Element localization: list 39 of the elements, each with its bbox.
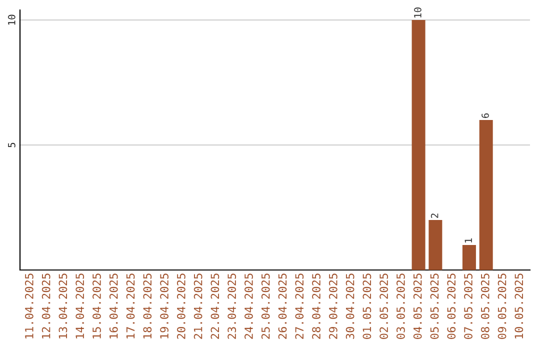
x-tick-label: 29.04.2025 xyxy=(328,274,338,339)
x-tick-label: 12.04.2025 xyxy=(42,274,50,338)
x-tick-label: 25.04.2025 xyxy=(261,274,270,339)
x-tick-label: 09.05.2025 xyxy=(498,274,506,339)
x-tick-label: 11.04.2025 xyxy=(24,274,34,338)
x-tick-label: 27.04.2025 xyxy=(295,274,304,339)
bar xyxy=(412,20,426,270)
x-tick-label: 16.04.2025 xyxy=(109,274,118,338)
x-tick-label: 18.04.2025 xyxy=(143,274,152,338)
x-tick-label: 30.04.2025 xyxy=(346,274,354,339)
bar xyxy=(428,220,442,270)
x-tick-label: 26.04.2025 xyxy=(278,274,287,339)
x-tick-label: 05.05.2025 xyxy=(430,274,439,339)
x-tick-label: 04.05.2025 xyxy=(413,274,422,339)
bar xyxy=(479,120,493,270)
x-tick-label: 24.04.2025 xyxy=(244,274,253,339)
data-label: 6 xyxy=(482,113,489,118)
y-tick-label: 5 xyxy=(8,142,16,148)
x-tick-label: 13.04.2025 xyxy=(58,274,68,338)
x-tick-label: 01.05.2025 xyxy=(362,274,372,339)
x-tick-label: 14.04.2025 xyxy=(76,274,84,338)
data-label: 2 xyxy=(430,214,438,218)
x-tick-label: 20.04.2025 xyxy=(176,274,186,339)
x-tick-label: 23.04.2025 xyxy=(228,274,236,339)
x-tick-label: 07.05.2025 xyxy=(464,274,472,339)
x-tick-label: 02.05.2025 xyxy=(380,274,388,339)
x-tick-label: 17.04.2025 xyxy=(126,274,135,338)
x-tick-label: 21.04.2025 xyxy=(194,274,202,339)
x-tick-label: 03.05.2025 xyxy=(396,274,405,339)
x-tick-label: 06.05.2025 xyxy=(447,274,456,339)
x-tick-label: 10.05.2025 xyxy=(514,274,524,338)
data-label: 10 xyxy=(414,8,422,18)
x-tick-label: 19.04.2025 xyxy=(160,274,168,338)
x-tick-label: 08.05.2025 xyxy=(480,274,490,339)
x-tick-label: 22.04.2025 xyxy=(210,274,220,339)
bar xyxy=(462,245,476,270)
data-label: 1 xyxy=(464,238,472,242)
x-tick-label: 28.04.2025 xyxy=(312,274,320,339)
x-tick-label: 15.04.2025 xyxy=(92,274,101,338)
